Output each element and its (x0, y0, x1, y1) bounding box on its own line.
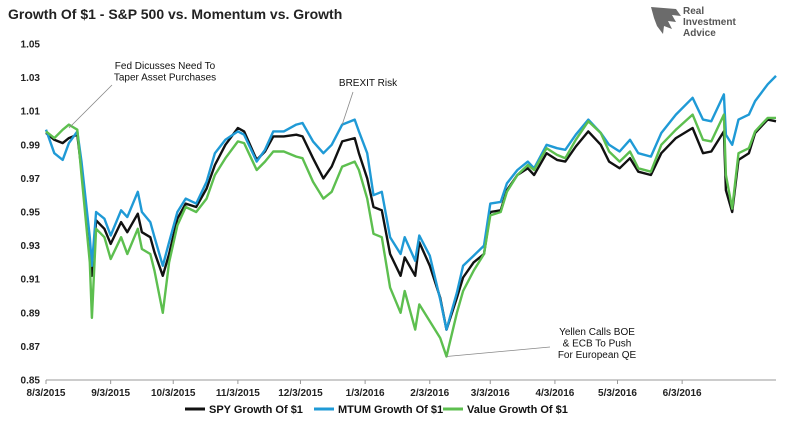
logo: Real Investment Advice (651, 6, 736, 39)
x-tick-label: 6/3/2016 (663, 388, 702, 399)
y-tick-label: 0.87 (21, 342, 41, 353)
y-tick-label: 0.85 (21, 376, 41, 387)
x-tick-label: 12/3/2015 (278, 388, 323, 399)
x-tick-label: 10/3/2015 (151, 388, 196, 399)
x-tick-label: 2/3/2016 (410, 388, 449, 399)
logo-line1: Real (683, 6, 704, 17)
x-tick-label: 4/3/2016 (535, 388, 574, 399)
x-tick-label: 1/3/2016 (346, 388, 385, 399)
y-tick-label: 0.91 (21, 275, 41, 286)
y-tick-label: 0.99 (21, 140, 41, 151)
x-tick-label: 8/3/2015 (27, 388, 66, 399)
x-tick-label: 9/3/2015 (91, 388, 130, 399)
legend-label: SPY Growth Of $1 (209, 404, 303, 416)
x-tick-label: 3/3/2016 (471, 388, 510, 399)
annotation-text: Taper Asset Purchases (114, 73, 216, 84)
y-tick-label: 0.93 (21, 241, 41, 252)
series-line-spy (45, 118, 777, 331)
legend-label: Value Growth Of $1 (467, 404, 568, 416)
annotation-text: Yellen Calls BOE (559, 327, 635, 338)
plot-lines (44, 75, 777, 358)
eagle-logo-icon (651, 7, 681, 34)
series-line-mtum (44, 75, 777, 331)
y-tick-label: 0.97 (21, 174, 41, 185)
legend-label: MTUM Growth Of $1 (338, 404, 443, 416)
y-tick-label: 0.95 (21, 208, 41, 219)
chart-title: Growth Of $1 - S&P 500 vs. Momentum vs. … (8, 6, 342, 22)
annotation-leader (446, 346, 551, 357)
annotation-leader (68, 84, 113, 129)
y-tick-label: 1.01 (21, 107, 41, 118)
annotation-text: Fed Dicusses Need To (115, 61, 216, 72)
series-line-value (45, 113, 776, 358)
y-tick-label: 1.05 (21, 40, 41, 51)
logo-line3: Advice (683, 28, 716, 39)
x-tick-label: 5/3/2016 (598, 388, 637, 399)
annotation-text: & ECB To Push (563, 339, 632, 350)
y-tick-label: 1.03 (21, 73, 41, 84)
annotation-text: For European QE (558, 350, 637, 361)
y-axis: 0.85 0.87 0.89 0.91 0.93 0.95 0.97 0.99 1.01 1.03… (21, 40, 41, 387)
y-tick-label: 0.89 (21, 308, 41, 319)
logo-line2: Investment (683, 17, 736, 28)
x-tick-label: 11/3/2015 (216, 388, 260, 399)
annotation-leader (341, 91, 354, 125)
x-axis: 8/3/2015 9/3/2015 10/3/2015 11/3/2015 12/3/2… (27, 379, 776, 399)
legend: SPY Growth Of $1 MTUM Growth Of $1 Value G… (185, 404, 568, 416)
annotation-text: BREXIT Risk (339, 78, 398, 89)
